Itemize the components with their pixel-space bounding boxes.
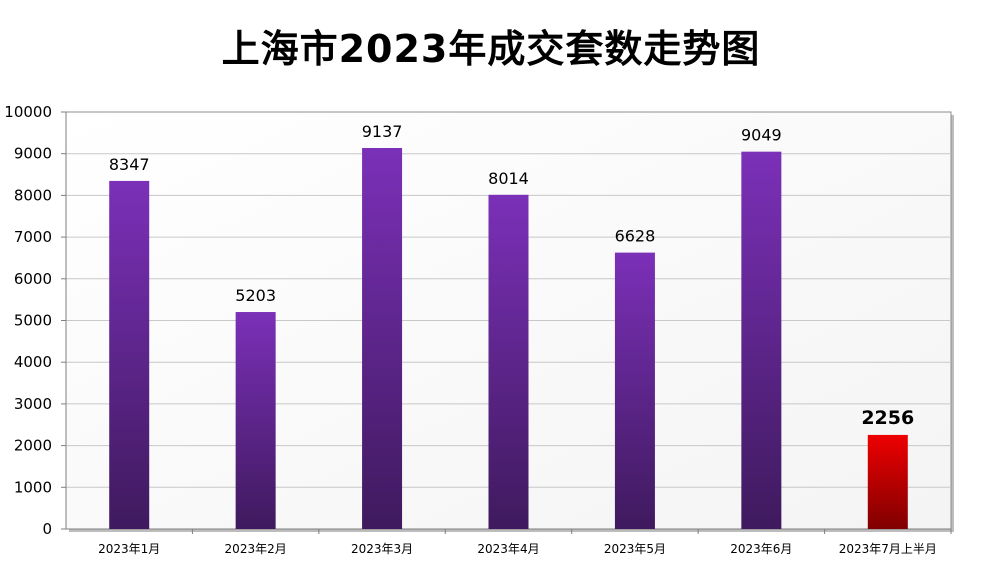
bar [235, 312, 276, 529]
x-tick-label: 2023年7月上半月 [839, 542, 937, 556]
data-label: 5203 [235, 286, 276, 305]
bar [488, 194, 529, 529]
y-tick-label: 3000 [14, 395, 52, 413]
data-label: 9137 [362, 122, 403, 141]
x-tick-label: 2023年3月 [351, 542, 413, 556]
bar [614, 252, 655, 529]
data-label: 6628 [615, 227, 656, 246]
x-tick-label: 2023年5月 [604, 542, 666, 556]
y-tick-label: 2000 [14, 437, 52, 455]
y-tick-label: 4000 [14, 353, 52, 371]
data-label: 9049 [741, 126, 782, 145]
y-tick-label: 1000 [14, 478, 52, 496]
bar [741, 151, 782, 530]
bar [109, 180, 150, 529]
y-tick-label: 5000 [14, 312, 52, 330]
y-tick-label: 6000 [14, 270, 52, 288]
y-tick-label: 0 [42, 520, 52, 538]
x-tick-label: 2023年4月 [477, 542, 539, 556]
x-tick-label: 2023年6月 [730, 542, 792, 556]
x-tick-label: 2023年2月 [225, 542, 287, 556]
data-label: 8014 [488, 169, 529, 188]
x-tick-label: 2023年1月 [98, 542, 160, 556]
bar-highlight [867, 434, 908, 529]
y-tick-label: 10000 [4, 103, 52, 121]
y-tick-label: 8000 [14, 186, 52, 204]
bar [362, 147, 403, 529]
y-tick-label: 7000 [14, 228, 52, 246]
chart-title: 上海市2023年成交套数走势图 [221, 27, 761, 71]
data-label: 8347 [109, 155, 150, 174]
y-tick-label: 9000 [14, 145, 52, 163]
data-label: 2256 [861, 407, 914, 429]
